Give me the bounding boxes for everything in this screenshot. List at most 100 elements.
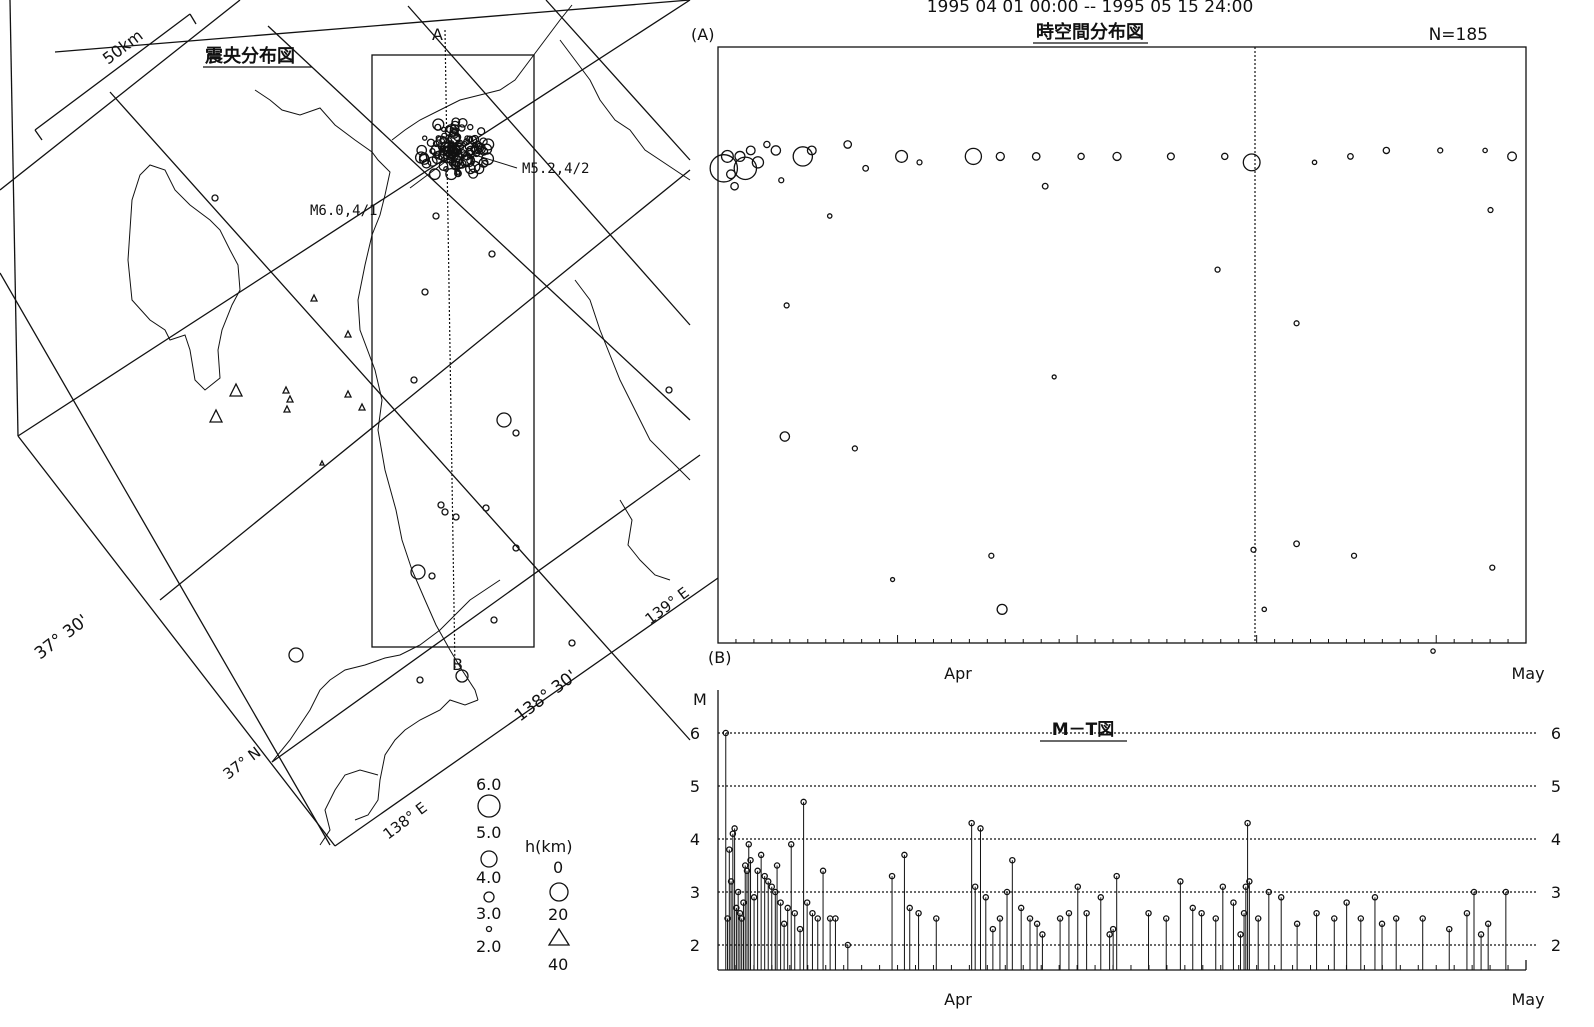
map-epicenter bbox=[418, 153, 430, 165]
map-epicenter bbox=[490, 616, 498, 624]
space-time-point bbox=[1482, 147, 1488, 154]
panel-b-gridlines bbox=[718, 732, 1536, 946]
mt-stem-head bbox=[750, 894, 758, 901]
map-epicenter-deep bbox=[343, 389, 353, 398]
mt-ytick-left: 3 bbox=[690, 883, 700, 902]
space-time-point bbox=[1347, 152, 1354, 160]
scale-label: 50km bbox=[99, 26, 147, 68]
space-time-point bbox=[763, 140, 771, 149]
mt-stem-head bbox=[1017, 904, 1025, 912]
map-epicenter bbox=[459, 154, 472, 168]
mt-stem-head bbox=[745, 841, 753, 848]
mt-stem-head bbox=[1026, 915, 1034, 922]
space-time-point bbox=[1041, 182, 1049, 190]
map-epicenter-deep bbox=[343, 329, 353, 338]
mt-stem-head bbox=[814, 915, 822, 922]
legend-m50: 5.0 bbox=[476, 823, 501, 842]
mt-stem-head bbox=[1162, 915, 1170, 922]
map-epicenter-deep bbox=[208, 408, 224, 423]
mt-stem-head bbox=[1177, 878, 1184, 885]
mt-stem-head bbox=[740, 899, 747, 906]
map-epicenter bbox=[421, 288, 429, 296]
space-time-point bbox=[1221, 152, 1229, 161]
map-epicenter bbox=[451, 117, 461, 127]
mt-stem-head bbox=[1109, 925, 1117, 933]
space-time-point bbox=[1437, 147, 1444, 154]
map-epicenter bbox=[211, 194, 219, 202]
mt-stem-head bbox=[1237, 931, 1244, 938]
mt-stem-head bbox=[1240, 909, 1248, 917]
mt-stem-head bbox=[844, 941, 852, 949]
map-epicenter bbox=[481, 159, 489, 168]
mt-stem-head bbox=[1392, 915, 1400, 922]
mt-stem-head bbox=[1419, 915, 1426, 922]
panel-a-xtick-apr: Apr bbox=[944, 664, 972, 683]
legend-depth-0-circle bbox=[549, 882, 569, 902]
mt-stem-head bbox=[977, 825, 984, 832]
legend-m60: 6.0 bbox=[476, 775, 501, 794]
lon-label-139e: 139° E bbox=[642, 583, 693, 628]
mt-stem-head bbox=[1502, 888, 1510, 896]
panel-a-ticks bbox=[717, 635, 1527, 643]
map-epicenter bbox=[442, 146, 452, 157]
space-time-point bbox=[1293, 320, 1300, 327]
mt-stem-head bbox=[768, 883, 776, 890]
panel-b: (B) M M－T図 6 6 5 5 4 4 3 3 2 2 Apr May bbox=[690, 648, 1561, 1009]
space-time-point bbox=[862, 164, 870, 172]
mt-stem-head bbox=[796, 925, 804, 933]
mt-stem-head bbox=[738, 915, 745, 922]
mt-stem-head bbox=[733, 904, 740, 912]
space-time-point bbox=[745, 145, 756, 156]
mt-ytick-right: 3 bbox=[1551, 883, 1561, 902]
mt-stem-head bbox=[1113, 872, 1120, 880]
space-time-point bbox=[964, 147, 983, 166]
map-epicenter bbox=[445, 167, 458, 181]
space-time-point bbox=[995, 151, 1005, 162]
space-time-point bbox=[826, 213, 833, 219]
space-time-point bbox=[1166, 152, 1175, 161]
legend-circle-m50 bbox=[480, 850, 498, 868]
panel-a-frame bbox=[717, 46, 1527, 644]
mt-stem-head bbox=[1470, 888, 1478, 896]
mt-stem-head bbox=[764, 878, 772, 885]
mt-stem-head bbox=[1074, 883, 1082, 890]
map-epicenter bbox=[482, 504, 490, 512]
map-epicenter bbox=[435, 135, 442, 141]
map-epicenter-deep bbox=[285, 394, 295, 403]
mt-stem-head bbox=[777, 899, 784, 906]
map-epicenter bbox=[458, 124, 466, 132]
mt-stem-head bbox=[968, 819, 975, 827]
space-time-point bbox=[1250, 546, 1257, 553]
map-epicenters bbox=[208, 117, 673, 684]
legend-m40: 4.0 bbox=[476, 868, 501, 887]
section-start-label: A bbox=[432, 25, 443, 44]
panel-a: (A) 時空間分布図 N=185 Apr May bbox=[691, 21, 1545, 683]
map-epicenter bbox=[441, 508, 449, 516]
panel-b-stems bbox=[722, 729, 1510, 970]
panel-b-xtick-apr: Apr bbox=[944, 990, 972, 1009]
mt-stem-head bbox=[1033, 920, 1041, 928]
map-epicenter bbox=[480, 143, 493, 155]
panel-b-title: M－T図 bbox=[1052, 720, 1115, 740]
mt-ytick-right: 4 bbox=[1551, 830, 1561, 849]
mt-stem-head bbox=[784, 904, 791, 912]
map-epicenter bbox=[428, 168, 441, 181]
space-time-point bbox=[1311, 159, 1318, 166]
lat-label-3730: 37° 30' bbox=[31, 611, 92, 664]
space-time-point bbox=[734, 150, 746, 163]
mt-stem-head bbox=[1189, 904, 1197, 912]
map-epicenter-deep bbox=[282, 404, 292, 413]
space-time-point bbox=[1261, 606, 1268, 613]
mt-stem-head bbox=[996, 915, 1004, 922]
map-epicenter-deep bbox=[228, 382, 244, 397]
mt-stem-head bbox=[772, 888, 779, 896]
mt-stem-head bbox=[1198, 909, 1205, 917]
map-epicenter bbox=[452, 513, 460, 521]
map-epicenter bbox=[421, 158, 432, 169]
mt-stem-head bbox=[1265, 888, 1273, 896]
mt-stem-head bbox=[773, 862, 781, 869]
mt-ytick-right: 2 bbox=[1551, 936, 1561, 955]
map-epicenter bbox=[512, 429, 520, 437]
space-time-point bbox=[1382, 146, 1391, 155]
